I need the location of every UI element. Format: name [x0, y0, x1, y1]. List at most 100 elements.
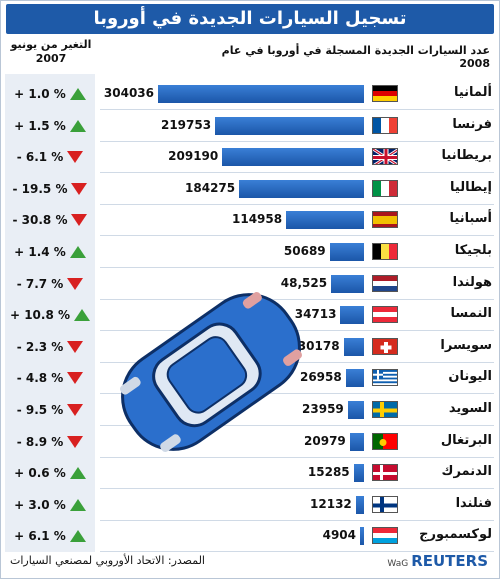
row-divider: [100, 393, 494, 395]
value-label: 209190: [168, 149, 219, 164]
change-item: + 1.0 %: [6, 83, 94, 105]
value-label: 12132: [310, 496, 352, 511]
country-label: بلجيكا: [454, 243, 492, 258]
change-label: + 10.8 %: [9, 308, 71, 323]
value-label: 50689: [283, 244, 326, 258]
country-label: لوكسمبورج: [419, 527, 492, 543]
value-label: 304036: [103, 86, 154, 100]
arrow-up-icon: [69, 246, 86, 258]
change-item: - 19.5 %: [6, 178, 94, 200]
value-label: 34713: [294, 307, 337, 322]
change-item: + 3.0 %: [6, 494, 94, 516]
title-bar: تسجيل السيارات الجديدة في أوروبا: [6, 4, 494, 34]
value-label: 219753: [160, 117, 212, 132]
arrow-up-icon: [69, 119, 86, 132]
flag-finland-icon: [372, 495, 398, 513]
change-item: - 2.3 %: [6, 336, 94, 358]
arrow-up-icon: [69, 498, 86, 511]
row-divider: [100, 551, 494, 553]
change-item: - 30.8 %: [6, 209, 94, 231]
change-label: - 9.5 %: [16, 403, 64, 417]
arrow-down-icon: [67, 340, 84, 353]
flag-switzerland-icon: [372, 337, 398, 355]
row-divider: [100, 519, 494, 521]
row-divider: [100, 140, 494, 142]
flag-austria-icon: [372, 306, 398, 324]
value-label: 20979: [304, 433, 346, 448]
value-label: 48,525: [280, 275, 328, 290]
brand-text: REUTERS: [411, 552, 488, 570]
reuters-logo: WaG REUTERS: [387, 552, 488, 570]
bar-france: [215, 116, 364, 135]
change-item: + 6.1 %: [6, 525, 94, 547]
value-label: 184275: [185, 180, 236, 195]
change-item: - 9.5 %: [6, 399, 94, 421]
change-label: + 1.0 %: [14, 87, 66, 101]
flag-netherlands-icon: [372, 274, 398, 292]
change-label: + 3.0 %: [14, 497, 66, 512]
arrow-down-icon: [67, 151, 84, 164]
bar-uk: [222, 148, 364, 167]
bar-spain: [286, 211, 364, 230]
value-label: 23959: [302, 402, 344, 416]
arrow-down-icon: [67, 372, 84, 385]
change-item: + 1.5 %: [6, 115, 94, 137]
change-label: - 19.5 %: [12, 181, 68, 196]
header-right: عدد السيارات الجديدة المسجلة في أوروبا ف…: [221, 44, 490, 70]
bar-austria: [340, 306, 364, 325]
country-label: أسبانيا: [449, 211, 493, 227]
bar-luxembourg: [360, 527, 364, 546]
flag-france-icon: [372, 116, 398, 134]
bar-portugal: [349, 432, 364, 451]
bar-denmark: [353, 464, 364, 483]
flag-portugal-icon: [372, 432, 398, 450]
chart-title: تسجيل السيارات الجديدة في أوروبا: [93, 8, 407, 29]
bar-netherlands: [331, 274, 364, 293]
change-item: - 7.7 %: [6, 273, 94, 295]
change-label: - 4.8 %: [16, 371, 64, 386]
flag-greece-icon: [372, 369, 398, 387]
arrow-up-icon: [69, 530, 86, 543]
row-divider: [100, 267, 494, 268]
change-label: - 2.3 %: [16, 339, 64, 354]
country-label: إيطاليا: [450, 179, 492, 195]
country-label: السويد: [448, 401, 492, 416]
bar-germany: [158, 85, 364, 103]
change-label: + 1.5 %: [14, 118, 66, 133]
arrow-up-icon: [69, 88, 86, 100]
flag-luxembourg-icon: [372, 527, 398, 545]
arrow-down-icon: [67, 404, 84, 416]
change-label: - 6.1 %: [16, 150, 64, 165]
wag-mark: WaG: [387, 559, 409, 569]
country-label: سويسرا: [440, 337, 492, 353]
row-divider: [100, 488, 494, 490]
row-divider: [100, 425, 494, 426]
bar-italy: [239, 179, 364, 198]
flag-italy-icon: [372, 179, 398, 197]
row-divider: [100, 298, 494, 300]
bar-greece: [345, 369, 364, 388]
row-divider: [100, 109, 494, 110]
value-label: 26958: [299, 370, 342, 385]
flag-uk-icon: [372, 148, 398, 166]
country-label: ألمانيا: [453, 85, 492, 100]
country-label: هولندا: [452, 274, 492, 290]
source-note: المصدر: الاتحاد الأوروبي لمصنعي السيارات: [10, 554, 205, 567]
country-label: اليونان: [448, 369, 492, 385]
arrow-down-icon: [71, 182, 88, 195]
flag-germany-icon: [372, 85, 398, 102]
country-label: النمسا: [450, 306, 492, 322]
change-item: - 8.9 %: [6, 431, 94, 453]
change-item: + 10.8 %: [6, 304, 94, 326]
value-label: 30178: [297, 338, 340, 353]
country-label: بريطانيا: [441, 148, 492, 164]
row-divider: [100, 456, 494, 458]
change-label: - 8.9 %: [16, 434, 64, 449]
change-item: + 0.6 %: [6, 462, 94, 484]
flag-sweden-icon: [372, 401, 398, 418]
flag-spain-icon: [372, 211, 398, 229]
flag-denmark-icon: [372, 464, 398, 482]
arrow-down-icon: [71, 214, 88, 227]
change-item: + 1.4 %: [6, 241, 94, 263]
change-item: - 6.1 %: [6, 146, 94, 168]
